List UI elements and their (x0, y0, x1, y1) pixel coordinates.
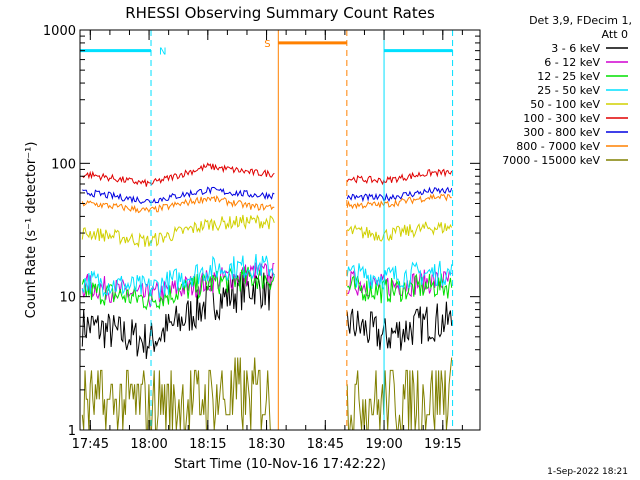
x-tick-label: 18:00 (130, 437, 167, 452)
legend-title: Att 0 (602, 28, 628, 41)
y-tick-label: 1 (68, 424, 76, 439)
series-line (81, 270, 453, 360)
y-axis-label: Count Rate (s⁻¹ detector⁻¹) (24, 142, 39, 319)
series-line (82, 186, 453, 205)
x-axis-label: Start Time (10-Nov-16 17:42:22) (174, 457, 386, 472)
legend-label: 3 - 6 keV (551, 42, 600, 55)
series-line (81, 253, 453, 298)
x-tick-label: 17:45 (72, 437, 109, 452)
x-tick-label: 19:00 (365, 437, 402, 452)
y-tick-label: 10 (59, 291, 76, 306)
legend-label: 50 - 100 keV (530, 98, 600, 111)
legend-label: 800 - 7000 keV (516, 140, 600, 153)
chart-title: RHESSI Observing Summary Count Rates (125, 4, 435, 22)
y-tick-label: 100 (51, 157, 76, 172)
series-line (81, 214, 453, 248)
series-line (81, 162, 453, 187)
axes: 1 10 100 1000 17:45 18:00 18:15 18:30 18:45 19:00… (43, 24, 480, 452)
legend-label: 300 - 800 keV (523, 126, 600, 139)
plot-frame (79, 29, 481, 431)
series-line (81, 357, 453, 431)
x-tick-label: 18:15 (189, 437, 226, 452)
legend-label: 6 - 12 keV (544, 56, 600, 69)
x-tick-label: 18:45 (307, 437, 344, 452)
legend-label: 7000 - 15000 keV (502, 154, 600, 167)
timestamp-label: 1-Sep-2022 18:21 (547, 467, 628, 477)
flag-label: N (159, 47, 166, 58)
legend-title: Det 3,9, FDecim 1, (529, 14, 632, 27)
y-tick-label: 1000 (43, 24, 76, 39)
x-tick-label: 18:30 (248, 437, 285, 452)
x-tick-label: 19:15 (424, 437, 461, 452)
flag-label: S (264, 39, 270, 50)
legend-label: 100 - 300 keV (523, 112, 600, 125)
legend-label: 12 - 25 keV (537, 70, 600, 83)
series-line (81, 266, 453, 311)
series-line (81, 193, 452, 214)
legend-label: 25 - 50 keV (537, 84, 600, 97)
